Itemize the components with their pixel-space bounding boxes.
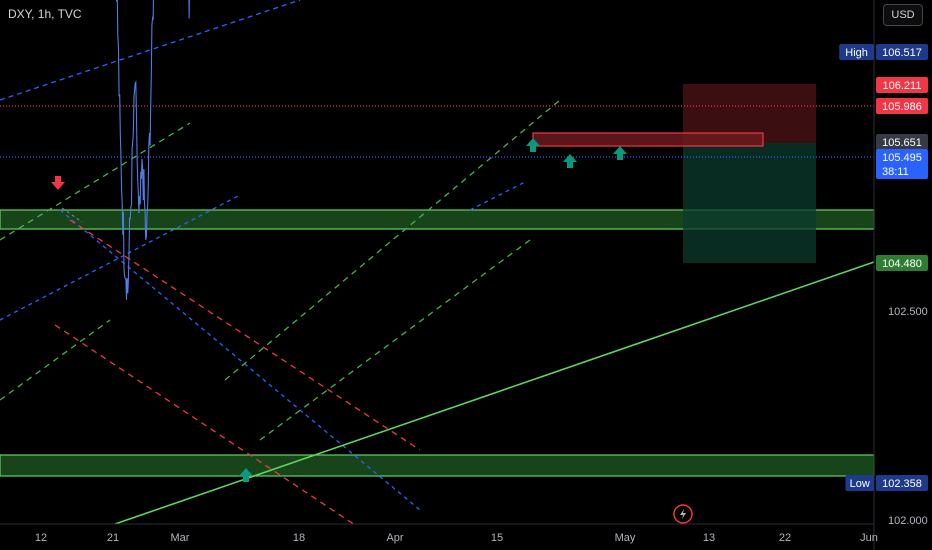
x-tick-label: Apr (386, 532, 403, 544)
x-tick-label: 22 (779, 532, 791, 544)
price-series-line[interactable] (5, 0, 470, 300)
arrow-down-icon (51, 176, 65, 190)
price-tag[interactable]: High 106.517 (839, 44, 928, 60)
price-tag[interactable]: 104.480 (876, 255, 928, 271)
x-tick-label: 13 (703, 532, 715, 544)
zones-layer (0, 84, 875, 477)
arrow-up-icon (613, 146, 627, 160)
green-channel-left-lower[interactable] (0, 319, 111, 401)
red-channel-upper[interactable] (69, 219, 421, 451)
blue-channel-short-line[interactable] (469, 181, 526, 211)
price-tag[interactable]: Low 102.358 (845, 475, 928, 491)
arrow-up-icon (239, 468, 253, 482)
x-tick-label: May (615, 532, 636, 544)
x-tick-label: Mar (171, 532, 190, 544)
price-tag-label: Low (850, 478, 870, 490)
green-channel-left-upper[interactable] (0, 122, 191, 241)
price-tag[interactable]: 106.211 (876, 77, 928, 93)
x-tick-label: 21 (107, 532, 119, 544)
arrow-up-icon (563, 154, 577, 168)
green-channel-upper[interactable] (224, 99, 561, 381)
price-tag-bg (876, 77, 928, 93)
price-tag-bg (876, 149, 928, 179)
green-trendline[interactable] (114, 261, 875, 525)
x-tick-label: Jun (860, 532, 878, 544)
price-tag[interactable]: 105.651 (876, 134, 928, 150)
price-tag-label-bg (845, 475, 874, 491)
price-tag-value: 104.480 (882, 258, 922, 270)
arrow-up-icon (526, 138, 540, 152)
green-channel-lower[interactable] (259, 239, 531, 441)
resistance-zone[interactable] (532, 132, 764, 147)
support-zone-lower[interactable] (0, 454, 875, 477)
price-tags-layer: High 106.517 106.211 105.986 105.651 105.495 3… (839, 44, 928, 491)
price-tag-value: 105.986 (882, 101, 922, 113)
logo-icon[interactable] (673, 504, 693, 524)
price-tag-bg (876, 255, 928, 271)
price-tag-value: 106.517 (882, 47, 922, 59)
red-channel-lower[interactable] (54, 324, 356, 526)
price-tag-label-bg (839, 44, 874, 60)
blue-channel-top-line[interactable] (0, 0, 301, 101)
price-tag[interactable]: 105.986 (876, 98, 928, 114)
y-tick-label: 102.000 (888, 515, 928, 527)
price-tag-label: High (845, 47, 868, 59)
take-profit-box[interactable] (683, 143, 816, 263)
price-tag-bg (876, 98, 928, 114)
price-tag-value: 105.651 (882, 137, 922, 149)
price-tag-bg (876, 44, 928, 60)
countdown-label: 38:11 (882, 166, 909, 178)
price-tag-value: 106.211 (883, 80, 922, 92)
price-tag-bg (876, 134, 928, 150)
currency-button[interactable]: USD (883, 4, 923, 26)
price-tag-bg (876, 475, 928, 491)
markers-layer (51, 138, 627, 482)
x-tick-label: 12 (35, 532, 47, 544)
price-series-layer (5, 0, 470, 300)
measure-line (61, 207, 83, 223)
blue-channel-mid-line[interactable] (0, 194, 241, 321)
price-tag-value: 102.358 (882, 478, 922, 490)
y-tick-label: 102.500 (888, 306, 928, 318)
x-axis[interactable]: 12 21 Mar 18 Apr 15 May 13 22 Jun (35, 532, 878, 544)
x-tick-label: 18 (293, 532, 305, 544)
price-tag-value: 105.495 (882, 152, 922, 164)
price-tag[interactable]: 105.495 38:11 (876, 149, 928, 179)
blue-channel-down-line[interactable] (59, 209, 421, 511)
trend-lines-layer (0, 0, 875, 526)
chart-title: DXY, 1h, TVC (8, 7, 82, 21)
x-tick-label: 15 (491, 532, 503, 544)
